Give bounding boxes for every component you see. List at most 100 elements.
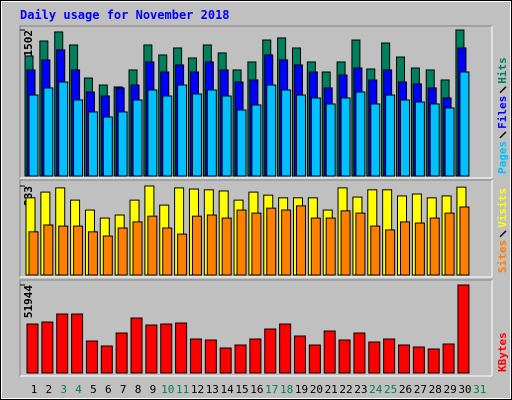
bar [266,84,277,177]
bar [191,93,202,177]
bar [355,212,366,276]
bar [162,95,173,177]
bar [414,222,425,276]
legend-separator [499,86,507,94]
bar [266,207,277,276]
bar [249,338,262,374]
bar [427,348,440,374]
bar [145,324,158,374]
bar [251,104,262,177]
bar [370,225,381,276]
x-tick-label: 7 [120,383,127,396]
bar [85,340,98,374]
bar [281,89,292,177]
legend-label: Visits [496,188,509,228]
bar [132,99,143,177]
x-tick-label: 30 [458,383,471,396]
bar [281,209,292,276]
bar [160,323,173,374]
chart-title: Daily usage for November 2018 [20,8,230,22]
x-tick-label: 6 [105,383,112,396]
x-tick-label: 27 [414,383,427,396]
bar [41,321,54,374]
x-tick-label: 16 [250,383,263,396]
bar [323,330,336,374]
bar [189,338,202,374]
bar [132,221,143,276]
x-tick-label: 17 [265,383,278,396]
x-tick-label: 19 [295,383,308,396]
x-tick-label: 18 [280,383,293,396]
bar [338,339,351,374]
bar [355,91,366,177]
x-tick-label: 14 [221,383,235,396]
bar [325,103,336,177]
x-tick-label: 25 [384,383,397,396]
bar [310,97,321,177]
bar [385,229,396,276]
bar [370,103,381,177]
legend-separator [499,131,507,139]
x-tick-label: 15 [235,383,248,396]
bar [429,103,440,177]
legend-label: Files [496,96,509,129]
bar [353,332,366,374]
x-tick-label: 22 [339,383,352,396]
x-tick-label: 1 [31,383,38,396]
bar [130,317,143,374]
x-tick-label: 8 [135,383,142,396]
bar [117,111,128,177]
x-tick-label: 4 [75,383,82,396]
bar [444,107,455,177]
x-tick-label: 21 [325,383,338,396]
x-tick-label: 5 [90,383,97,396]
bar [221,217,232,276]
legend-label: Hits [496,57,509,84]
x-tick-label: 9 [150,383,157,396]
bar [234,344,247,374]
bar [219,347,232,374]
bar [43,224,54,276]
bar [100,345,113,374]
y-tick-label: 1502 [22,30,35,57]
bar [459,71,470,177]
bar [177,233,188,276]
x-tick-label: 31 [473,383,486,396]
x-tick-label: 3 [60,383,67,396]
bar [400,99,410,177]
bar [115,332,128,374]
bar [398,344,410,374]
bar [444,212,455,276]
x-tick-label: 26 [399,383,412,396]
bar [340,97,351,177]
bar [206,214,217,276]
legend-label: Sites [496,240,509,273]
bar [236,109,247,177]
bar [175,322,188,374]
bar [117,227,128,276]
legend-label: Pages [496,141,509,174]
bar [236,209,247,276]
bar [251,212,262,276]
x-tick-label: 28 [429,383,442,396]
bar [295,94,306,177]
bar [43,87,54,177]
bar [279,323,292,374]
x-tick-label: 12 [191,383,204,396]
bar [26,323,39,374]
bar [385,94,396,177]
x-tick-label: 24 [369,383,383,396]
bar [368,341,381,374]
bar [310,217,321,276]
bar [221,95,232,177]
bar [295,205,306,276]
bar [293,335,306,374]
x-tick-label: 11 [176,383,189,396]
x-tick-label: 20 [310,383,323,396]
bar [429,217,440,276]
bar [56,313,69,374]
bar [264,328,277,374]
x-tick-label: 23 [354,383,367,396]
